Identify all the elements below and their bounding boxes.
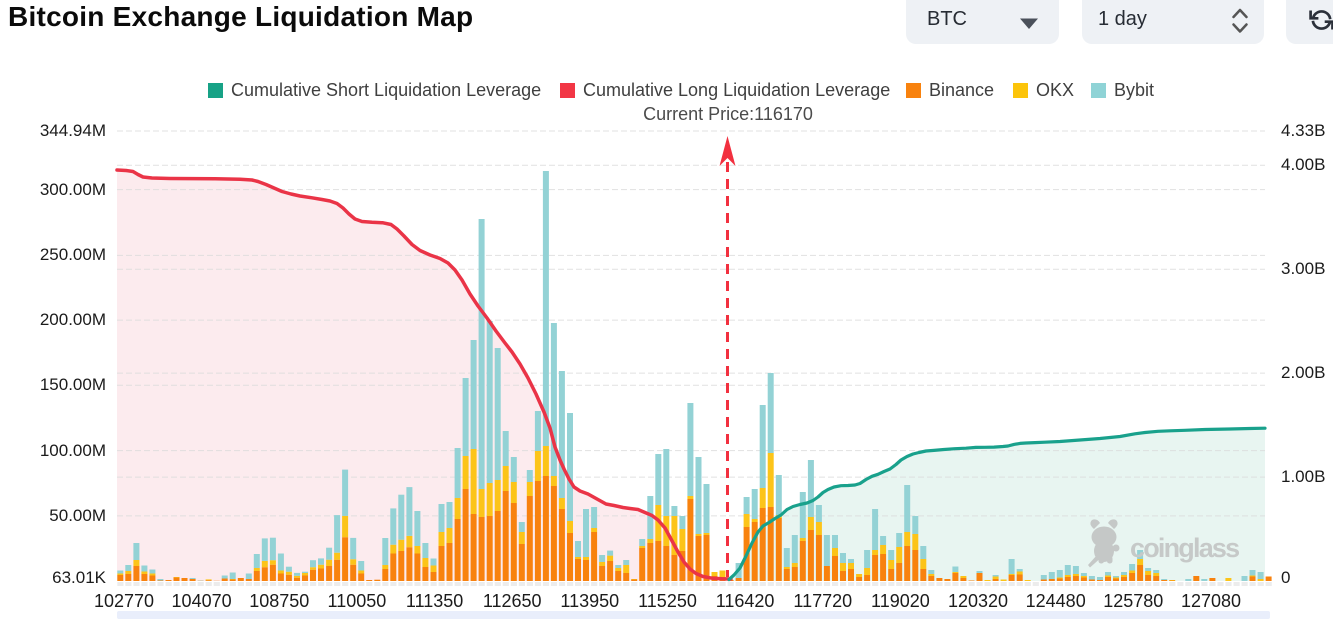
svg-text:coinglass: coinglass bbox=[1130, 533, 1239, 563]
